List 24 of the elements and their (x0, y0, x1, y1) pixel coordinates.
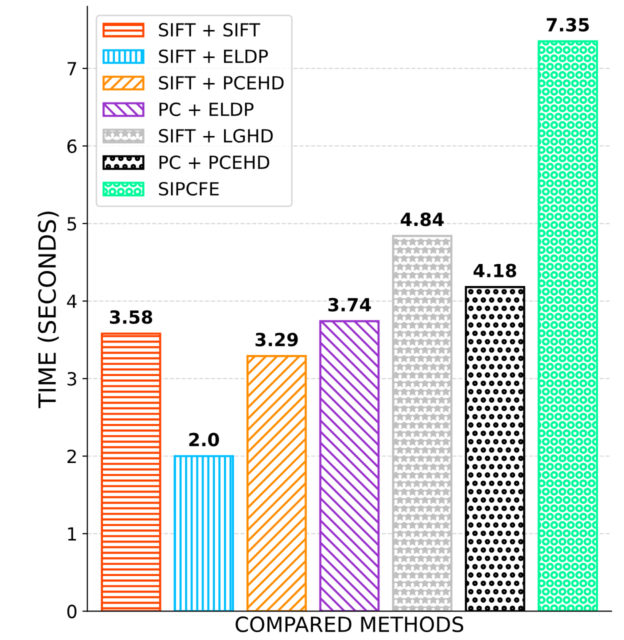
y-tick-label: 7 (68, 62, 76, 76)
x-axis-title: COMPARED METHODS (236, 616, 464, 632)
y-tick-label: 1 (68, 527, 76, 541)
legend-label: SIFT + ELDP (158, 49, 268, 64)
data-label: 7.35 (546, 18, 589, 32)
y-tick-label: 4 (67, 294, 77, 308)
data-label: 4.18 (474, 264, 516, 278)
legend-label: SIFT + LGHD (158, 128, 273, 143)
data-label: 2.0 (189, 432, 219, 446)
data-label: 3.29 (256, 332, 298, 346)
legend-label: SIFT + SIFT (158, 22, 260, 37)
y-tick-label: 3 (68, 372, 76, 386)
y-axis-title: TIME (SECONDS) (38, 212, 59, 408)
data-label: 3.74 (328, 298, 371, 312)
legend-label: PC + ELDP (160, 102, 254, 116)
legend-label: SIPCFE (158, 182, 219, 196)
y-tick-label: 5 (68, 217, 76, 231)
y-tick-label: 6 (67, 139, 76, 154)
y-tick-label: 0 (67, 604, 76, 618)
y-tick-label: 2 (67, 450, 76, 463)
legend-label: SIFT + PCEHD (158, 76, 284, 90)
data-label: 3.58 (110, 310, 152, 324)
legend-label: PC + PCEHD (160, 155, 270, 170)
data-label: 4.84 (400, 212, 444, 226)
